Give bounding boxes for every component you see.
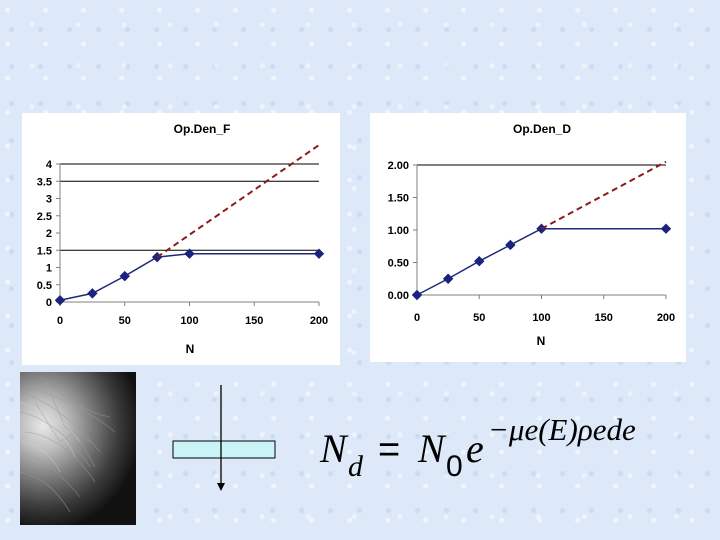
x-tick-label: 150 (245, 315, 263, 327)
x-tick-label: 50 (119, 315, 131, 327)
y-tick-label: 1 (46, 263, 52, 275)
x-ray-beam-arrow-icon (217, 385, 225, 491)
data-point (313, 248, 325, 259)
mammogram-texture (20, 376, 116, 513)
data-point (442, 273, 454, 284)
y-tick-label: 2.00 (388, 160, 409, 172)
x-axis-label: N (537, 334, 546, 348)
y-tick-label: 0.00 (388, 290, 409, 302)
data-point (474, 255, 485, 267)
chart-op-den-d: Op.Den_D N 0.00 0.50 1.00 1.50 2.00 0 50 100 150… (370, 113, 686, 362)
formula-lhs-subscript: d (348, 450, 364, 483)
y-tick-label: 1.5 (37, 245, 52, 257)
mammogram-image (20, 372, 136, 525)
data-line (416, 227, 666, 296)
y-tick-label: 3 (46, 194, 52, 206)
formula-rhs: N (417, 426, 447, 471)
attenuation-formula: N d = N 0 e −μe(E)ρede (318, 400, 698, 490)
y-tick-label: 0.5 (37, 280, 52, 292)
y-tick-label: 4 (46, 159, 53, 171)
y-tick-label: 0.50 (388, 258, 409, 270)
extrapolation-line (156, 144, 320, 258)
y-tick-label: 2 (46, 228, 52, 240)
data-point (119, 270, 130, 282)
data-point (87, 288, 98, 299)
y-tick-label: 2.5 (37, 211, 52, 223)
x-tick-label: 100 (180, 315, 198, 327)
data-point (54, 295, 66, 306)
x-tick-label: 200 (310, 315, 328, 327)
chart-title: Op.Den_F (174, 122, 231, 136)
x-tick-label: 200 (657, 312, 675, 324)
data-point (184, 248, 195, 259)
formula-equals: = (378, 429, 400, 471)
data-point (660, 223, 672, 234)
x-tick-label: 150 (595, 312, 613, 324)
data-point (411, 289, 423, 301)
attenuation-diagram (160, 385, 290, 495)
extrapolation-line (541, 160, 667, 230)
formula-lhs: N (319, 426, 349, 471)
data-point (505, 239, 516, 251)
attenuator-slab-icon (172, 440, 276, 459)
x-tick-label: 100 (532, 312, 550, 324)
formula-base: e (466, 426, 484, 471)
y-tick-label: 0 (46, 297, 52, 309)
formula-exponent: −μe(E)ρede (488, 412, 636, 447)
chart-op-den-f-svg: Op.Den_F N 0 0.5 1 1.5 2 2.5 3 3.5 4 0 50 100 150 200 (37, 122, 328, 356)
x-tick-label: 0 (57, 315, 63, 327)
data-line (59, 252, 319, 302)
y-tick-label: 1.50 (388, 193, 409, 205)
x-axis-label: N (186, 342, 195, 356)
chart-title: Op.Den_D (513, 122, 571, 136)
chart-op-den-d-svg: Op.Den_D N 0.00 0.50 1.00 1.50 2.00 0 50 100 150… (388, 122, 676, 348)
chart-op-den-f: Op.Den_F N 0 0.5 1 1.5 2 2.5 3 3.5 4 0 50 100 150 200 (22, 113, 340, 365)
x-tick-label: 50 (473, 312, 485, 324)
x-tick-label: 0 (414, 312, 420, 324)
formula-rhs-subscript: 0 (446, 450, 463, 483)
y-tick-label: 3.5 (37, 176, 52, 188)
y-tick-label: 1.00 (388, 225, 409, 237)
